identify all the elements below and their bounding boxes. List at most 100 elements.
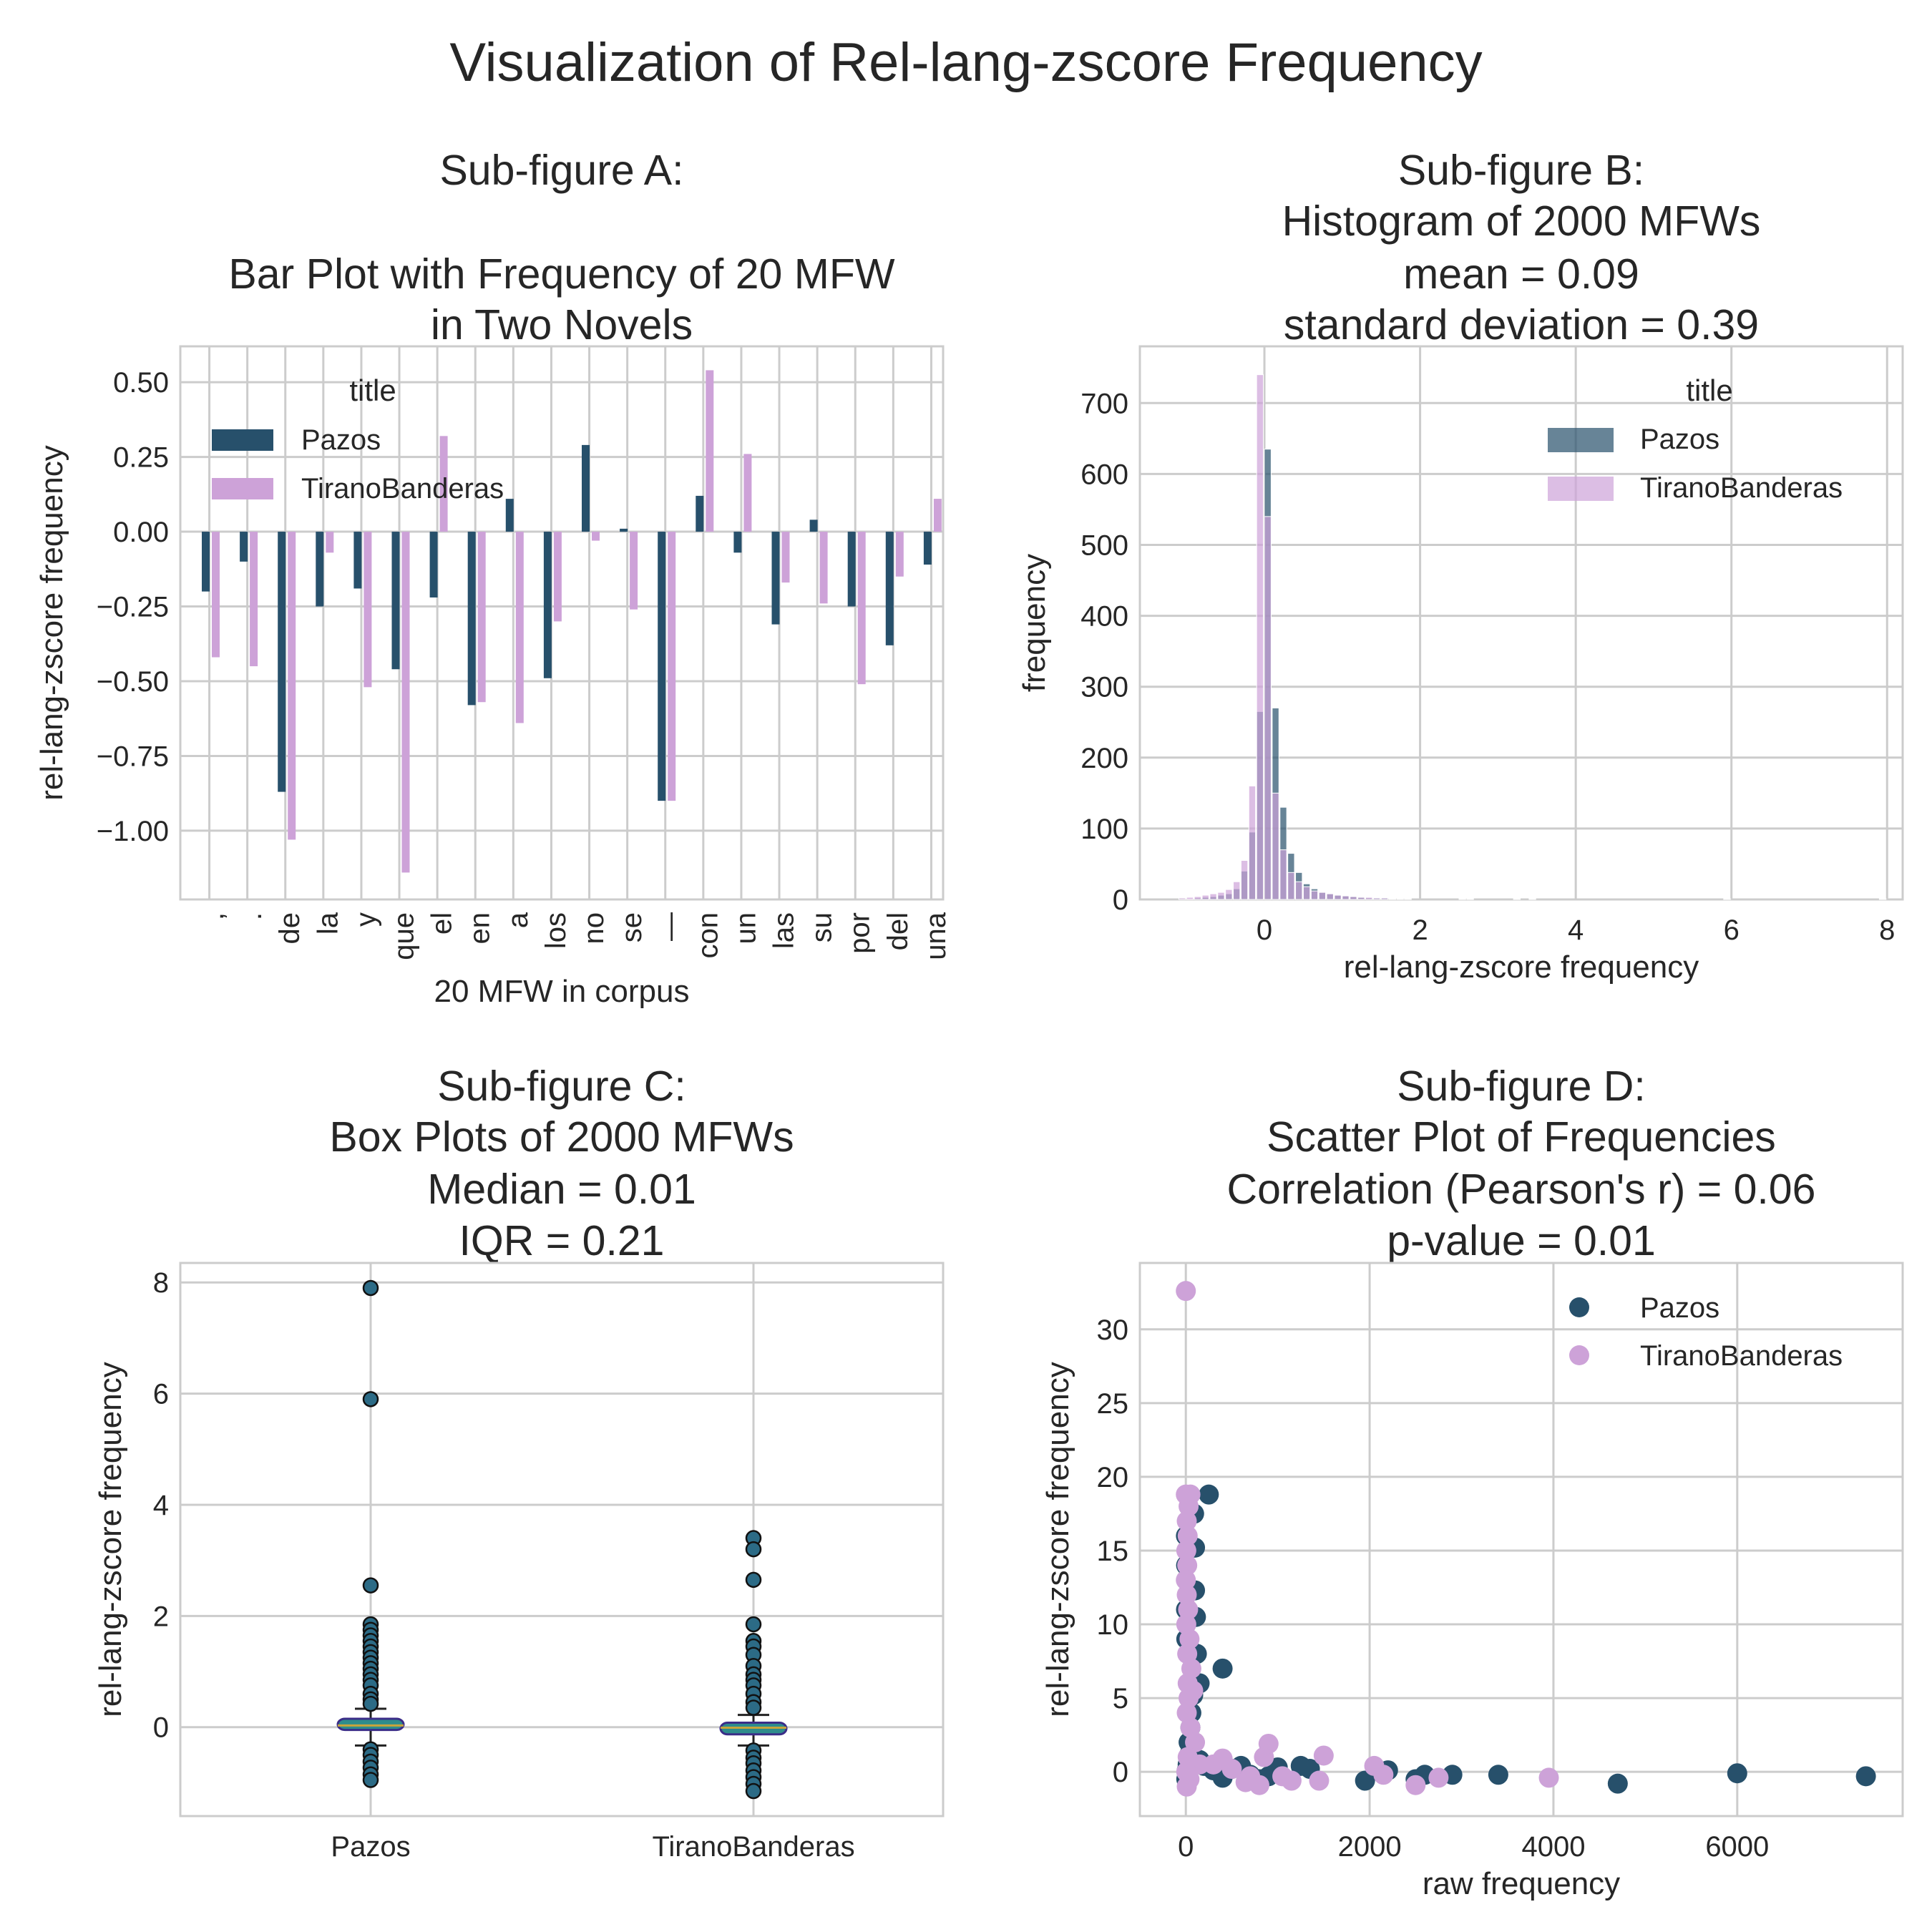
- outlier-point: [745, 1699, 762, 1716]
- point-tiranobanderas: [1177, 1555, 1198, 1576]
- subplot-a-title-line: Bar Plot with Frequency of 20 MFW: [228, 250, 895, 298]
- legend-swatch: [1548, 428, 1614, 452]
- bar-pazos: [278, 532, 286, 792]
- bar-pazos: [391, 532, 400, 670]
- subplot-d-ylabel: rel-lang-zscore frequency: [1040, 1362, 1075, 1717]
- x-tick-label: Pazos: [331, 1831, 410, 1863]
- x-tick-label: los: [540, 912, 572, 949]
- bar-tiranobanderas: [326, 532, 334, 553]
- subplot-b-title-line: mean = 0.09: [1403, 250, 1639, 298]
- point-tiranobanderas: [1179, 1629, 1200, 1649]
- subplot-b-ylabel: frequency: [1017, 554, 1052, 692]
- subplot-b-title-line: standard deviation = 0.39: [1284, 301, 1759, 348]
- outlier-point: [745, 1616, 762, 1633]
- hist-bar-tiranobanderas: [1365, 897, 1373, 900]
- hist-bar-tiranobanderas: [1279, 849, 1287, 900]
- point-pazos: [1199, 1484, 1219, 1505]
- subplot-a-xlabel: 20 MFW in corpus: [434, 974, 690, 1009]
- bar-tiranobanderas: [553, 532, 562, 622]
- hist-bar-tiranobanderas: [1217, 892, 1225, 900]
- point-tiranobanderas: [1405, 1775, 1426, 1795]
- legend-label: Pazos: [1640, 1292, 1719, 1324]
- subplot-a-title-line: in Two Novels: [431, 301, 693, 348]
- bar-tiranobanderas: [743, 454, 752, 532]
- x-tick-label: 4000: [1521, 1831, 1585, 1863]
- hist-bar-tiranobanderas: [1256, 374, 1264, 900]
- figure-title: Visualization of Rel-lang-zscore Frequen…: [449, 32, 1482, 93]
- point-tiranobanderas: [1176, 1776, 1197, 1797]
- point-tiranobanderas: [1249, 1775, 1269, 1795]
- hist-bar-tiranobanderas: [1334, 894, 1342, 900]
- subplot-b-title-line: Sub-figure B:: [1398, 147, 1644, 194]
- bar-tiranobanderas: [288, 532, 296, 840]
- legend-label: TiranoBanderas: [1640, 472, 1843, 504]
- subplot-a: Sub-figure A: Bar Plot with Frequency of …: [34, 147, 952, 1009]
- point-pazos: [1488, 1765, 1508, 1785]
- x-tick-label: se: [616, 912, 648, 942]
- subplot-d: Sub-figure D:Scatter Plot of Frequencies…: [1040, 1063, 1904, 1901]
- x-tick-label: 6: [1724, 914, 1740, 946]
- point-tiranobanderas: [1179, 1688, 1199, 1709]
- hist-bar-tiranobanderas: [1240, 859, 1249, 900]
- point-tiranobanderas: [1538, 1767, 1559, 1788]
- bar-pazos: [923, 532, 932, 565]
- legend-d: Pazos TiranoBanderas: [1569, 1292, 1843, 1372]
- y-tick-label: 0.50: [113, 367, 169, 399]
- x-tick-label: de: [274, 912, 306, 945]
- hist-bar-tiranobanderas: [1295, 881, 1303, 900]
- x-tick-label: 4: [1568, 914, 1584, 946]
- y-tick-label: 5: [1113, 1683, 1128, 1714]
- subplot-b: Sub-figure B:Histogram of 2000 MFWs mean …: [1017, 147, 1904, 985]
- hist-bar-tiranobanderas: [1310, 890, 1319, 900]
- y-tick-label: 20: [1097, 1462, 1129, 1493]
- x-tick-label: por: [844, 912, 876, 954]
- x-tick-label: 8: [1879, 914, 1895, 946]
- bar-tiranobanderas: [439, 436, 448, 532]
- point-tiranobanderas: [1313, 1745, 1334, 1766]
- subplot-d-title-line: p-value = 0.01: [1387, 1217, 1656, 1264]
- point-pazos: [1607, 1773, 1628, 1794]
- bar-pazos: [847, 532, 856, 607]
- bar-tiranobanderas: [781, 532, 790, 583]
- y-tick-label: 200: [1080, 743, 1128, 774]
- subplot-a-frame: [179, 345, 945, 901]
- hist-bar-tiranobanderas: [1233, 881, 1241, 900]
- subplot-d-title-line: Sub-figure D:: [1397, 1063, 1646, 1110]
- legend-b: title Pazos TiranoBanderas: [1548, 374, 1843, 504]
- x-tick-label: en: [464, 912, 496, 945]
- x-tick-label: un: [730, 912, 761, 945]
- point-tiranobanderas: [1221, 1759, 1242, 1780]
- bar-tiranobanderas: [592, 532, 600, 541]
- hist-bar-tiranobanderas: [1326, 893, 1334, 900]
- x-tick-label: que: [389, 912, 420, 960]
- x-tick-label: 0: [1178, 1831, 1194, 1863]
- point-tiranobanderas: [1258, 1733, 1279, 1754]
- subplot-b-title-line: Histogram of 2000 MFWs: [1282, 197, 1761, 245]
- point-tiranobanderas: [1373, 1765, 1394, 1785]
- legend-title: title: [349, 374, 396, 407]
- bar-pazos: [353, 532, 362, 589]
- subplot-c-frame: [179, 1262, 945, 1818]
- point-pazos: [1855, 1766, 1876, 1787]
- y-tick-label: 0: [153, 1712, 169, 1744]
- x-tick-label: —: [654, 912, 686, 941]
- y-tick-label: 25: [1097, 1388, 1129, 1420]
- x-tick-label: 6000: [1705, 1831, 1769, 1863]
- x-tick-label: TiranoBanderas: [652, 1831, 854, 1863]
- y-tick-label: 10: [1097, 1609, 1129, 1641]
- point-pazos: [1727, 1763, 1747, 1784]
- legend-marker: [1569, 1345, 1589, 1365]
- bar-pazos: [429, 532, 438, 597]
- point-tiranobanderas: [1428, 1767, 1449, 1788]
- subplot-c-ylabel: rel-lang-zscore frequency: [93, 1362, 128, 1717]
- y-tick-label: 15: [1097, 1536, 1129, 1567]
- point-tiranobanderas: [1178, 1599, 1199, 1620]
- bar-pazos: [771, 532, 780, 625]
- point-tiranobanderas: [1176, 1570, 1196, 1591]
- point-tiranobanderas: [1177, 1526, 1198, 1546]
- y-tick-label: −0.75: [97, 741, 169, 772]
- legend-label: Pazos: [1640, 424, 1719, 455]
- bar-tiranobanderas: [250, 532, 258, 667]
- point-tiranobanderas: [1176, 1281, 1196, 1302]
